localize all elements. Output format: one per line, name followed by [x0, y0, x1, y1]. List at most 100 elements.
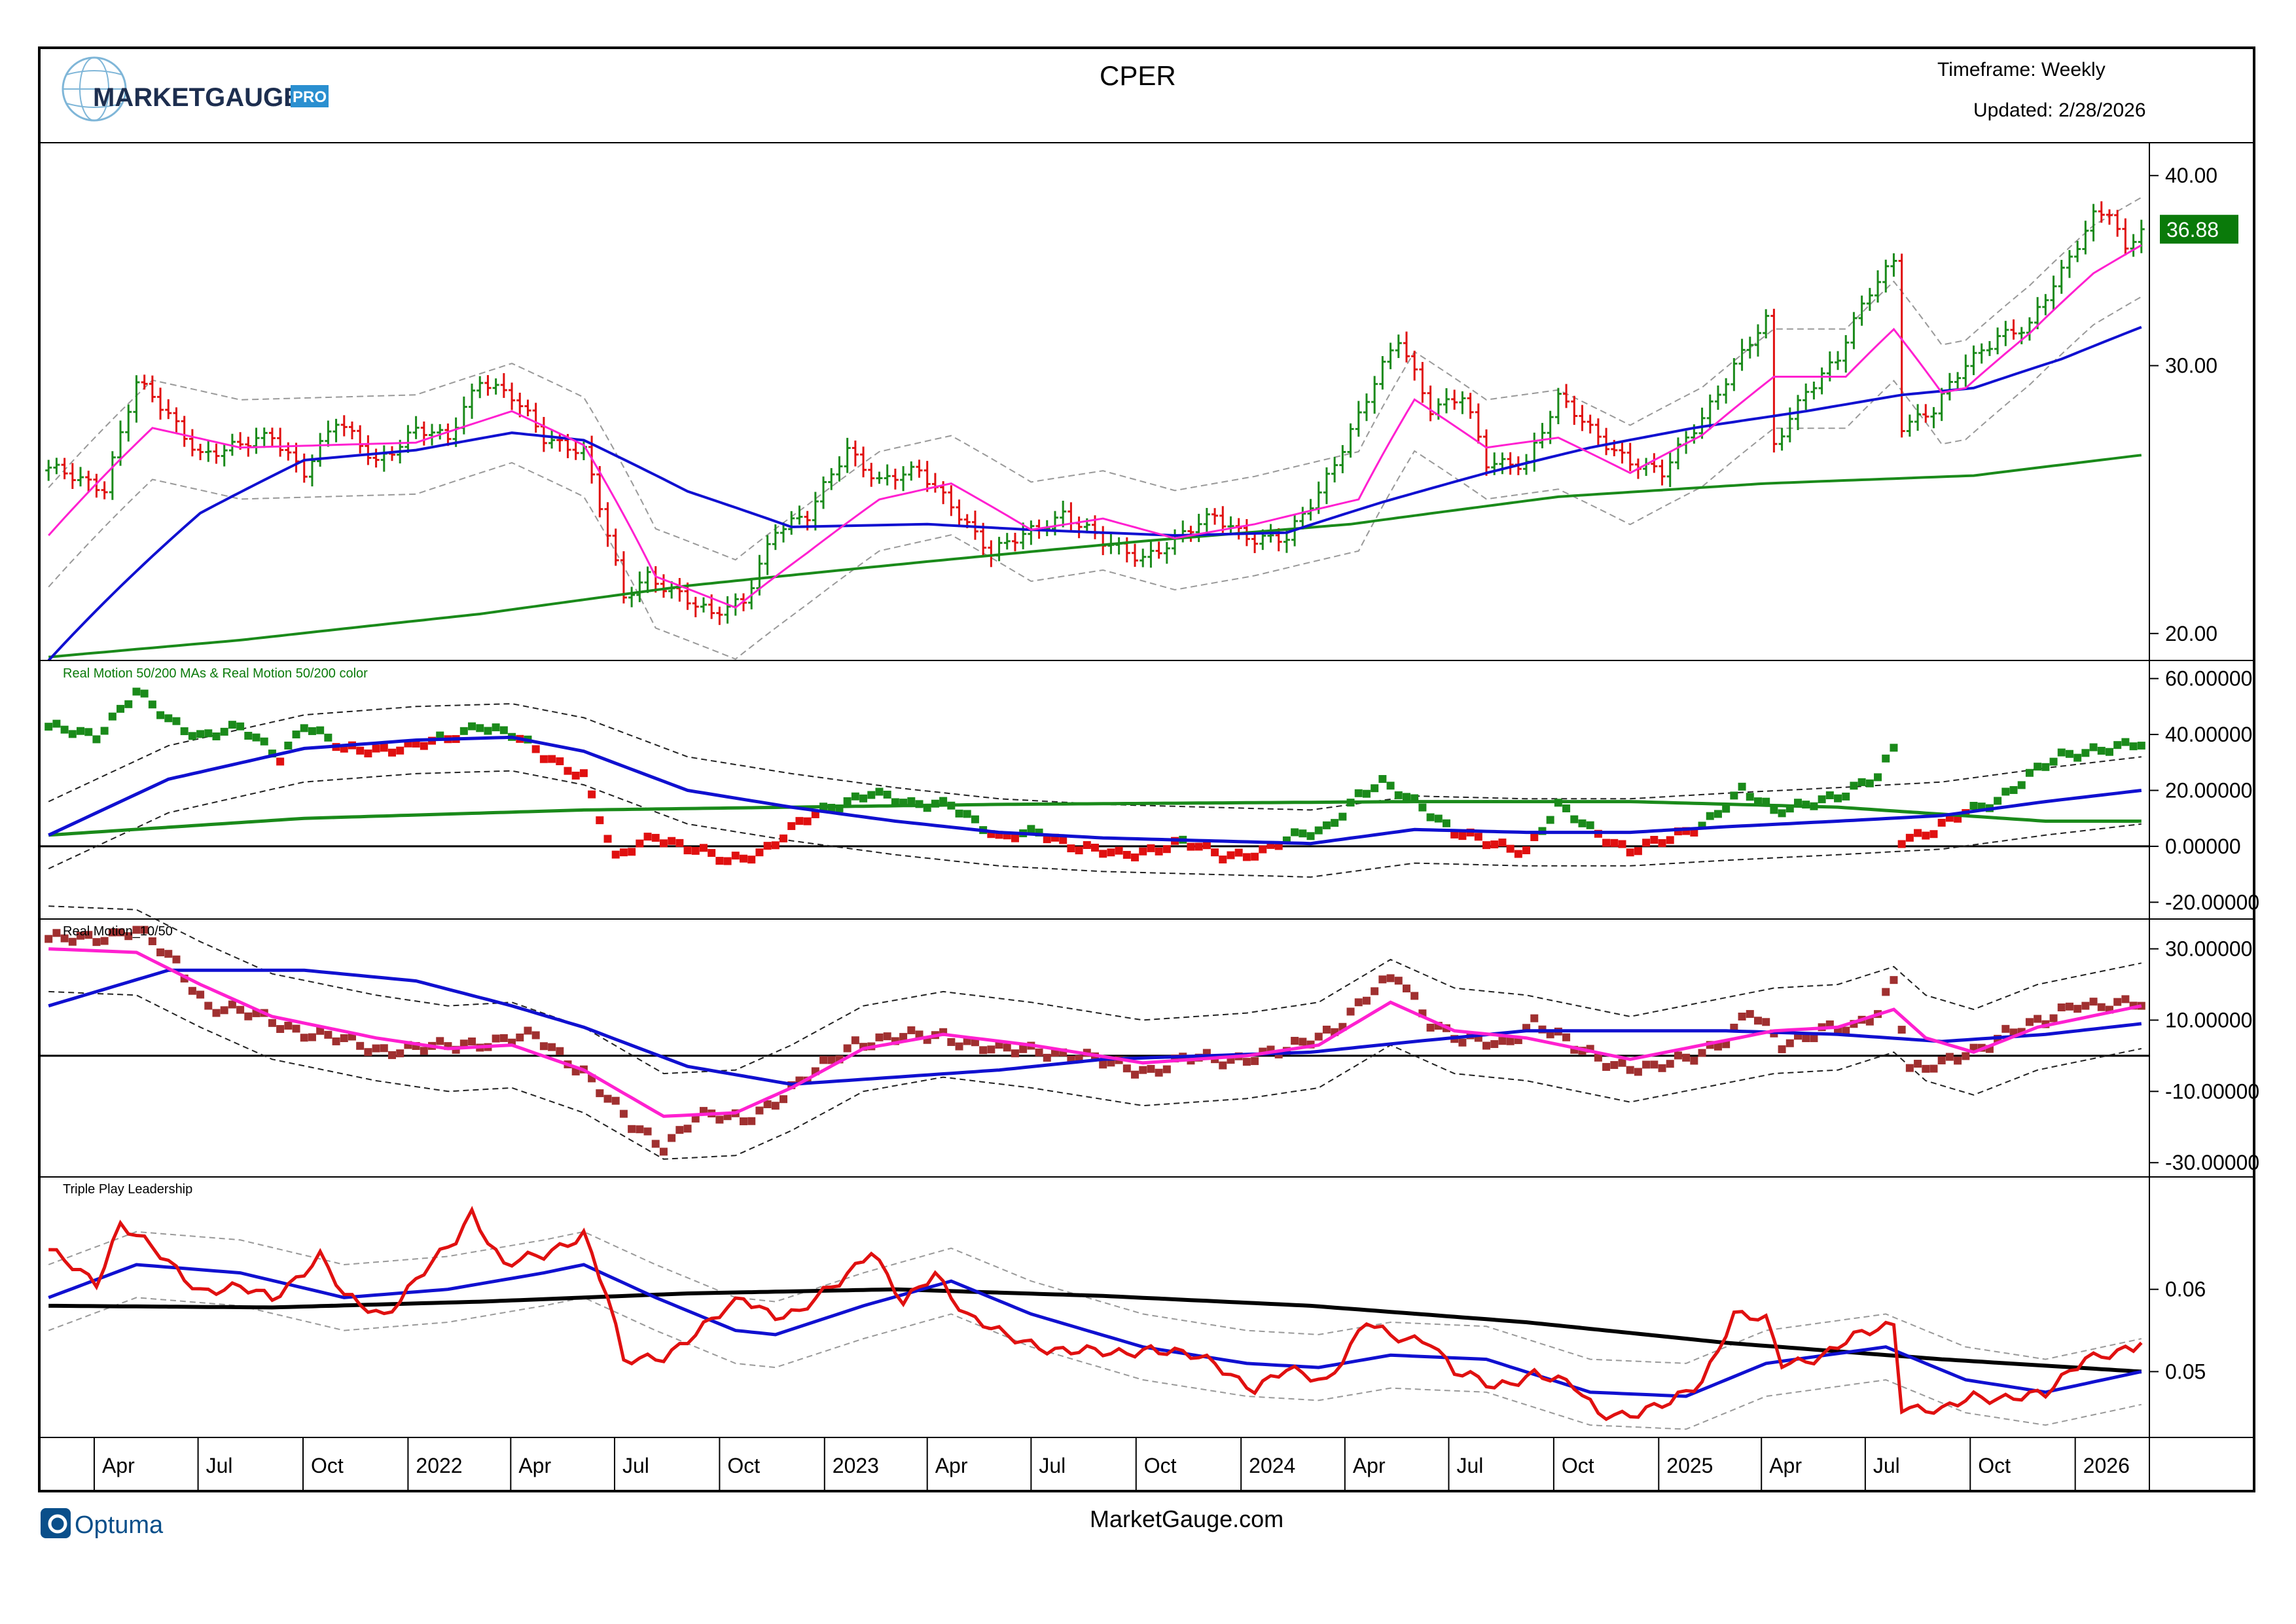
data-point [1139, 847, 1147, 856]
data-point [1450, 830, 1459, 839]
data-point [1474, 833, 1482, 841]
data-point [1498, 1037, 1507, 1045]
data-point [1562, 1033, 1571, 1041]
data-point [1882, 754, 1890, 763]
data-point [1690, 1056, 1698, 1065]
data-point [2041, 763, 2050, 771]
data-point [2001, 787, 2010, 796]
data-point [708, 849, 716, 857]
data-point [2049, 1014, 2058, 1022]
data-point [1027, 825, 1035, 833]
data-point [548, 755, 556, 763]
data-point [2105, 748, 2113, 756]
x-tick-label: Jul [622, 1454, 649, 1477]
data-point [1626, 1066, 1634, 1074]
data-point [1713, 1042, 1722, 1051]
data-point [1634, 1068, 1642, 1076]
data-point [915, 1030, 924, 1039]
optuma-text: Optuma [75, 1511, 164, 1539]
data-point [60, 934, 69, 943]
data-point [1738, 782, 1746, 791]
data-point [1842, 792, 1850, 801]
data-point [156, 948, 165, 956]
data-point [292, 1024, 300, 1033]
data-point [1122, 850, 1131, 859]
data-point [899, 1033, 908, 1041]
data-point [77, 727, 85, 735]
data-point [1155, 1068, 1163, 1077]
data-point [1371, 987, 1379, 996]
data-point [1610, 1061, 1619, 1070]
data-point [1785, 1039, 1794, 1047]
data-point [1634, 847, 1642, 856]
y-tick-label: 10.00000 [2165, 1008, 2252, 1032]
data-point [2049, 757, 2058, 766]
data-point [1850, 782, 1858, 790]
data-point [1746, 793, 1754, 801]
data-point [1770, 806, 1778, 814]
data-point [1905, 1064, 1914, 1072]
data-point [588, 790, 596, 799]
data-point [1666, 1060, 1674, 1068]
data-point [324, 1030, 332, 1039]
data-point [388, 748, 396, 757]
data-point [851, 1036, 859, 1045]
data-point [1570, 815, 1579, 823]
data-point [795, 817, 804, 825]
data-point [875, 1033, 884, 1041]
ma-short-line [48, 947, 2142, 1118]
data-point [596, 1089, 604, 1098]
data-point [1306, 832, 1315, 840]
data-point [1251, 1057, 1259, 1066]
data-point [1897, 840, 1906, 848]
data-point [1299, 829, 1307, 838]
data-point [683, 1125, 692, 1133]
data-point [2129, 742, 2138, 751]
pane-dividers [38, 142, 2255, 1490]
data-point [1378, 975, 1387, 984]
x-tick-label: Oct [1144, 1454, 1177, 1477]
data-point [260, 737, 268, 746]
data-point [1202, 841, 1211, 850]
data-point [651, 833, 660, 842]
x-tick-label: Apr [518, 1454, 551, 1477]
data-point [499, 726, 508, 734]
data-point [1362, 789, 1371, 798]
data-point [372, 1044, 380, 1053]
data-point [1139, 1066, 1147, 1074]
data-point [340, 1034, 348, 1043]
data-point [300, 1034, 308, 1042]
data-point [1969, 802, 1978, 810]
data-point [780, 834, 788, 842]
ma-long-line [48, 800, 2142, 837]
data-point [188, 732, 196, 740]
data-point [1914, 829, 1922, 837]
data-point [1954, 1056, 1962, 1065]
data-point [292, 731, 300, 739]
data-point [1937, 818, 1946, 827]
data-point [220, 727, 228, 736]
upper-envelope [48, 1231, 2142, 1364]
data-point [1498, 839, 1507, 847]
ma-long-line [48, 1287, 2142, 1374]
data-point [740, 854, 747, 863]
data-point [619, 1110, 628, 1118]
data-point [396, 1049, 404, 1058]
data-point [747, 1117, 756, 1125]
data-point [1753, 797, 1762, 806]
data-point [1410, 992, 1419, 1000]
data-point [715, 1115, 724, 1124]
data-point [963, 810, 971, 818]
data-point [2073, 753, 2082, 762]
x-tick-label: Jul [1039, 1454, 1066, 1477]
data-point [2089, 743, 2098, 751]
data-point [1945, 1053, 1954, 1061]
data-point [236, 722, 245, 731]
data-point [1075, 846, 1083, 855]
data-point [172, 955, 181, 964]
data-point [1658, 1064, 1666, 1072]
data-point [2057, 1003, 2066, 1012]
data-point [1602, 1062, 1611, 1071]
data-point [715, 857, 724, 865]
